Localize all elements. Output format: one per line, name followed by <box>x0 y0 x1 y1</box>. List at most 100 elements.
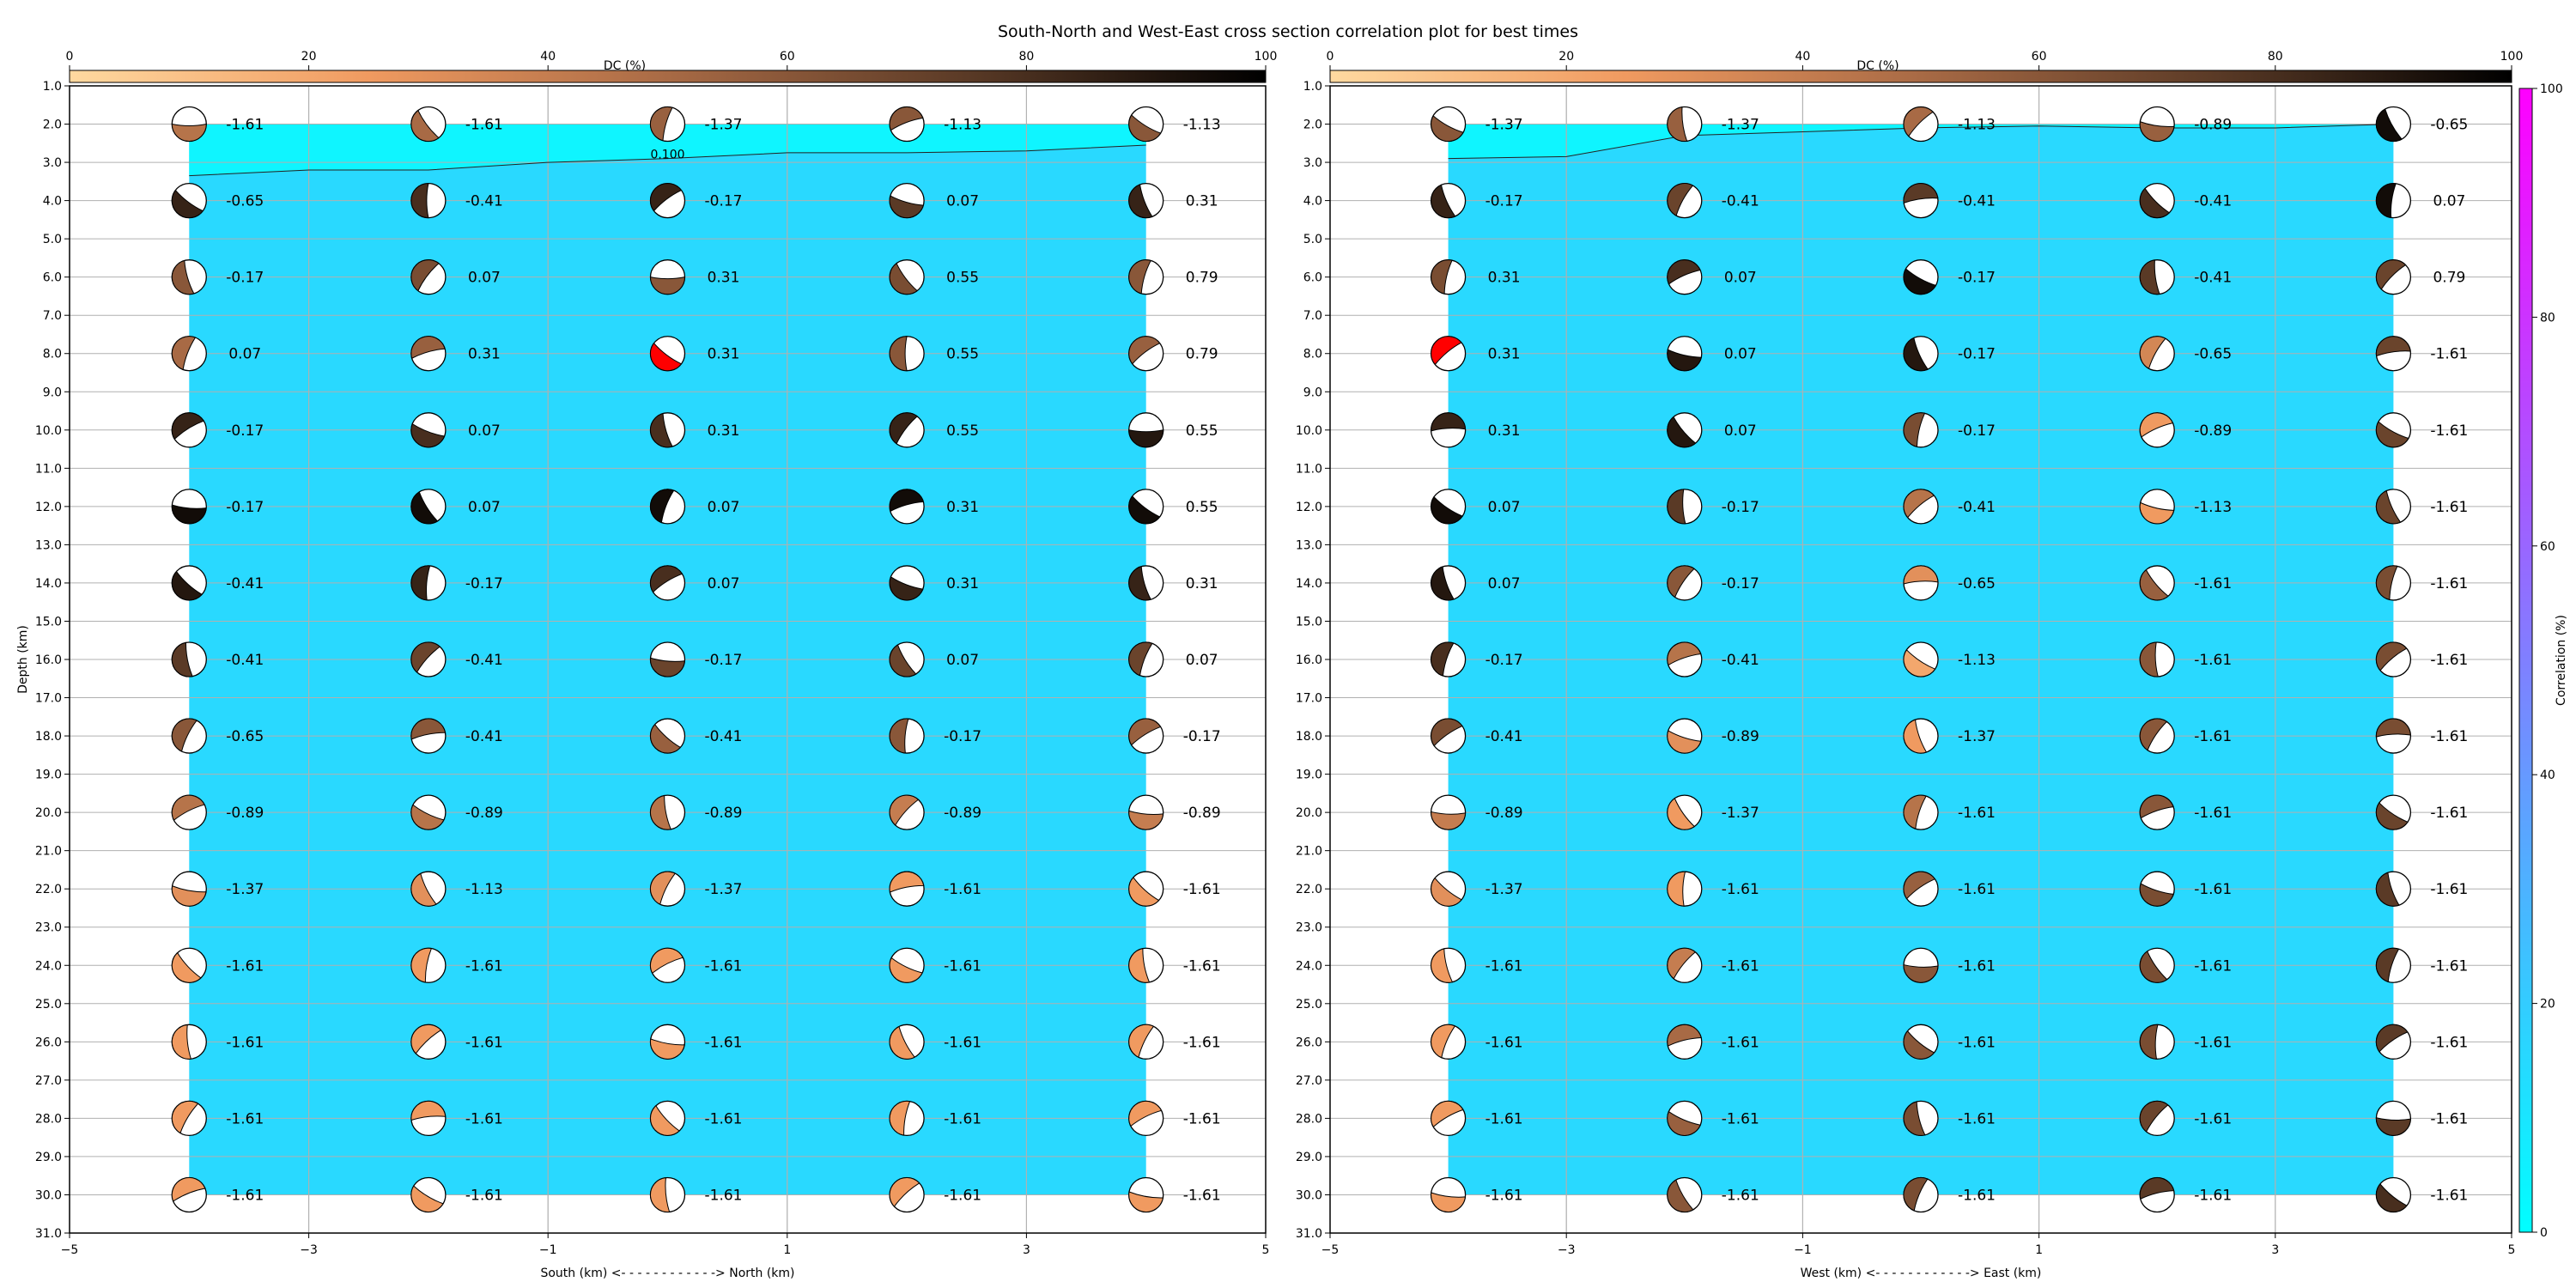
we-beachball <box>1667 794 1703 830</box>
we-beachball-fill <box>2139 1176 2175 1200</box>
we-beachball-fill <box>1667 183 1694 216</box>
sn-beachball-fill <box>650 1177 671 1212</box>
we-beachball-fill <box>1667 730 1702 754</box>
sn-beachball-fill <box>172 951 202 983</box>
we-beachball <box>1903 718 1939 754</box>
sn-beachball <box>171 336 207 372</box>
sn-beachball <box>171 718 207 754</box>
we-value-label: 0.07 <box>2433 193 2465 210</box>
sn-dc-tick-label: 0 <box>66 50 74 64</box>
we-beachball-fill <box>1667 489 1686 525</box>
we-beachball <box>2139 1100 2175 1137</box>
sn-ytick-label: 28.0 <box>35 1112 62 1126</box>
sn-beachball <box>1128 565 1164 601</box>
sn-ytick-label: 16.0 <box>35 653 62 667</box>
we-value-label: -1.61 <box>2430 575 2468 592</box>
we-beachball <box>2375 871 2412 907</box>
sn-value-label: -0.41 <box>465 728 503 745</box>
sn-value-label: -1.61 <box>1183 957 1221 975</box>
we-beachball <box>1903 182 1939 219</box>
we-beachball-fill <box>2139 951 2168 983</box>
we-ytick-label: 9.0 <box>1303 386 1322 399</box>
sn-ytick-label: 5.0 <box>43 233 62 246</box>
sn-value-label: 0.31 <box>708 422 740 440</box>
we-value-label: 0.07 <box>1724 270 1757 287</box>
sn-beachball-fill <box>1128 336 1161 365</box>
we-beachball-fill <box>1667 106 1688 142</box>
sn-value-label: -1.61 <box>705 1110 743 1127</box>
sn-beachball <box>410 1100 447 1137</box>
we-value-label: -1.61 <box>2194 575 2232 592</box>
we-value-label: -1.37 <box>1958 728 1996 745</box>
we-value-label: -1.37 <box>1722 805 1759 822</box>
we-beachball-fill <box>1431 259 1453 295</box>
correlation-tick-label: 40 <box>2540 769 2555 782</box>
we-value-label: -0.17 <box>1485 652 1523 669</box>
sn-beachball-fill <box>889 1100 911 1136</box>
sn-beachball <box>1128 412 1164 448</box>
sn-value-label: -1.61 <box>705 957 743 975</box>
sn-beachball-fill <box>171 641 193 677</box>
sn-ytick-label: 12.0 <box>35 501 62 514</box>
sn-beachball <box>171 565 207 601</box>
sn-dc-tick-label: 60 <box>780 50 795 64</box>
we-value-label: -1.61 <box>2430 881 2468 898</box>
we-beachball <box>2139 641 2175 677</box>
sn-dc-tick-label: 20 <box>301 50 317 64</box>
we-beachball-fill <box>1667 1024 1702 1047</box>
we-beachball-fill <box>2139 501 2175 525</box>
we-xtick-label: 5 <box>2508 1243 2516 1257</box>
we-beachball-fill <box>2140 1024 2159 1060</box>
sn-value-label: -0.41 <box>705 728 743 745</box>
we-beachball-fill <box>1431 184 1456 218</box>
we-beachball <box>1430 718 1467 754</box>
sn-beachball <box>410 412 447 448</box>
we-beachball <box>1430 1024 1467 1060</box>
sn-beachball <box>1128 947 1164 983</box>
correlation-tick-label: 20 <box>2540 998 2555 1012</box>
we-value-label: -0.41 <box>1485 728 1523 745</box>
we-ytick-label: 4.0 <box>1303 195 1322 209</box>
sn-value-label: -0.17 <box>1183 728 1221 745</box>
sn-beachball-fill <box>171 504 207 525</box>
we-value-label: -1.61 <box>1722 881 1759 898</box>
we-beachball-fill <box>2375 718 2411 738</box>
sn-beachball <box>171 259 207 295</box>
we-beachball-fill <box>2376 1024 2409 1053</box>
we-beachball <box>2139 871 2175 907</box>
sn-ytick-label: 26.0 <box>35 1036 62 1049</box>
correlation-colorbar-label: Correlation (%) <box>2555 615 2568 706</box>
sn-beachball <box>889 947 925 983</box>
sn-ytick-label: 2.0 <box>43 118 62 132</box>
sn-value-label: 0.31 <box>946 575 979 592</box>
sn-beachball-fill <box>889 489 924 513</box>
we-beachball-fill <box>1431 566 1455 601</box>
we-value-label: -1.61 <box>2430 1110 2468 1127</box>
we-beachball <box>1430 641 1467 677</box>
we-value-label: -0.89 <box>2194 422 2232 440</box>
sn-value-label: -1.61 <box>465 1187 503 1204</box>
we-beachball <box>1667 718 1703 754</box>
correlation-tick-label: 100 <box>2540 82 2563 96</box>
sn-beachball <box>889 489 925 525</box>
sn-beachball <box>171 641 207 677</box>
sn-beachball <box>649 641 686 677</box>
sn-beachball-fill <box>410 336 446 359</box>
sn-beachball-fill <box>650 412 673 448</box>
we-dc-tick-label: 40 <box>1795 50 1810 64</box>
we-beachball-fill <box>1431 877 1462 907</box>
sn-value-label: 0.07 <box>708 575 740 592</box>
we-dc-tick-label: 0 <box>1327 50 1334 64</box>
we-beachball <box>1667 336 1703 372</box>
sn-beachball <box>649 947 686 983</box>
we-ytick-label: 29.0 <box>1296 1151 1322 1164</box>
we-xtick-label: 1 <box>2035 1243 2043 1257</box>
we-dc-tick-label: 60 <box>2032 50 2047 64</box>
sn-value-label: 0.55 <box>1186 499 1218 516</box>
we-value-label: -0.17 <box>1722 575 1759 592</box>
we-beachball <box>1667 489 1703 525</box>
sn-beachball-fill <box>410 641 441 673</box>
sn-beachball <box>410 794 447 830</box>
we-value-label: -1.61 <box>2194 652 2232 669</box>
we-beachball <box>2375 489 2412 525</box>
